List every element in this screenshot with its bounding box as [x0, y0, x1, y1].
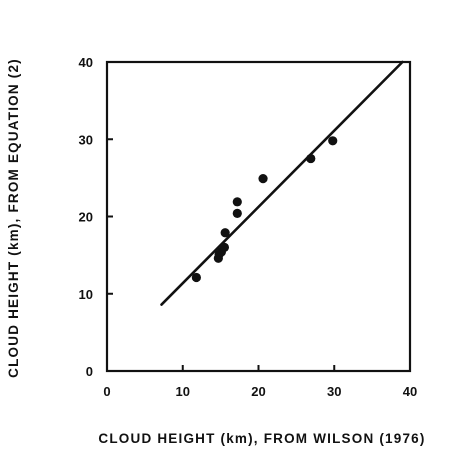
- x-tick-label: 10: [176, 384, 190, 399]
- x-tick-label: 20: [251, 384, 265, 399]
- fit-line: [160, 60, 404, 306]
- y-axis-label: CLOUD HEIGHT (km), FROM EQUATION (2): [6, 58, 21, 378]
- y-tick-label: 20: [79, 210, 93, 225]
- data-point: [232, 208, 242, 219]
- fit-line-group: [160, 60, 404, 306]
- data-point: [220, 228, 230, 238]
- data-point: [232, 197, 242, 207]
- x-tick-label: 0: [103, 384, 110, 399]
- x-axis-ticks: 0 10 20 30 40: [103, 365, 417, 399]
- data-point: [328, 136, 338, 146]
- data-points: [191, 136, 338, 283]
- data-point: [306, 153, 316, 164]
- data-point: [191, 272, 201, 283]
- data-point: [258, 174, 268, 184]
- x-tick-label: 40: [403, 384, 417, 399]
- plot-border: [105, 60, 412, 373]
- data-point: [219, 242, 230, 252]
- x-tick-label: 30: [327, 384, 341, 399]
- y-axis-ticks: 0 10 20 30 40: [79, 55, 113, 379]
- plot-frame: [105, 60, 412, 373]
- y-tick-label: 30: [79, 132, 93, 147]
- y-tick-label: 0: [86, 364, 93, 379]
- y-tick-label: 40: [79, 55, 93, 70]
- y-tick-label: 10: [79, 287, 93, 302]
- x-axis-label: CLOUD HEIGHT (km), FROM WILSON (1976): [98, 431, 425, 446]
